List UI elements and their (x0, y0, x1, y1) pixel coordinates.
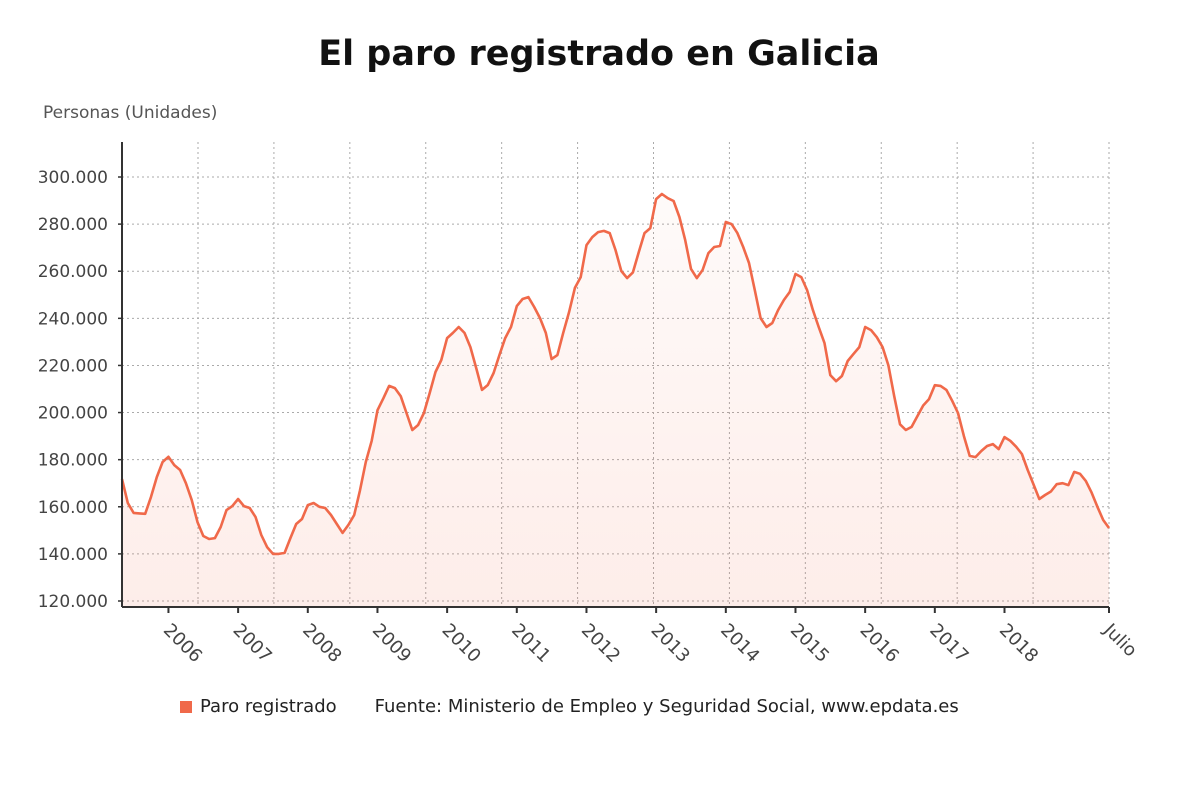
legend-label: Paro registrado (200, 696, 337, 717)
y-tick-label: 220.000 (38, 356, 108, 376)
y-tick-label: 280.000 (38, 215, 108, 235)
legend-swatch (180, 700, 192, 713)
y-tick-label: 120.000 (38, 592, 108, 612)
x-tick-label: 2014 (716, 620, 763, 667)
x-tick-label: Julio (1099, 619, 1141, 661)
source-note: Fuente: Ministerio de Empleo y Seguridad… (374, 696, 959, 717)
x-tick-label: 2017 (925, 620, 972, 667)
x-tick-label: 2008 (298, 620, 345, 667)
y-tick-label: 200.000 (38, 404, 108, 424)
y-tick-label: 160.000 (38, 498, 108, 518)
y-tick-label: 300.000 (38, 168, 108, 188)
x-tick-label: 2013 (647, 620, 694, 667)
y-tick-label: 180.000 (38, 451, 108, 471)
x-tick-label: 2007 (229, 620, 276, 667)
x-tick-label: 2018 (995, 620, 1042, 667)
series-line (120, 192, 1111, 556)
y-axis-label: Personas (Unidades) (43, 103, 218, 123)
x-tick-label: 2006 (159, 620, 206, 667)
series-area (122, 194, 1109, 607)
x-tick-label: 2015 (786, 620, 833, 667)
x-tick-label: 2016 (856, 620, 903, 667)
x-tick-label: 2012 (577, 620, 624, 667)
y-tick-label: 140.000 (38, 545, 108, 565)
x-tick-label: 2010 (438, 620, 485, 667)
chart-title: El paro registrado en Galicia (318, 34, 880, 74)
x-tick-label: 2011 (507, 620, 554, 667)
legend: Paro registrado Fuente: Ministerio de Em… (180, 696, 959, 717)
y-tick-label: 260.000 (38, 262, 108, 282)
x-tick-label: 2009 (368, 620, 415, 667)
y-tick-label: 240.000 (38, 309, 108, 329)
